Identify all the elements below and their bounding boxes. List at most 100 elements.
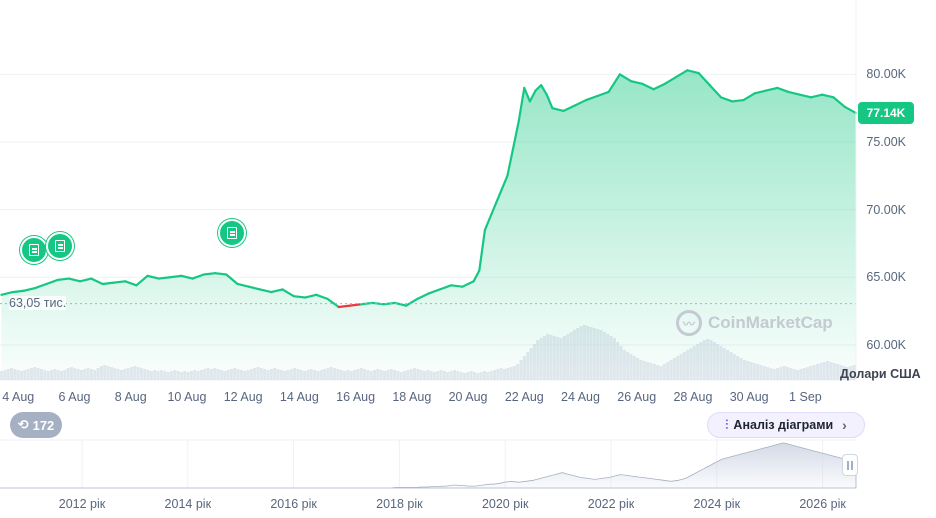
price-segment [79,277,93,283]
price-segment [573,98,588,107]
price-segment [517,86,526,123]
news-marker-icon[interactable] [46,232,74,260]
price-segment [478,228,487,272]
price-segment [585,94,599,102]
y-tick-label: 60.00K [866,337,906,352]
navigator-year-label: 2024 рік [693,497,741,511]
x-tick-label: 22 Aug [504,390,544,404]
navigator-year-label: 2022 рік [587,497,635,511]
price-segment [11,289,25,294]
navigator-handle[interactable] [842,454,858,476]
price-segment [483,215,492,231]
price-segment [742,92,756,102]
chevron-right-icon: › [842,417,847,433]
price-segment [67,277,82,283]
price-segment [596,90,610,98]
history-button[interactable]: ⟲ 172 [10,412,62,438]
price-segment [489,201,498,218]
price-segment [843,105,858,115]
price-segment [56,277,70,282]
price-segment [0,290,14,296]
price-segment [258,288,273,294]
price-segment [787,90,801,96]
price-segment [697,71,711,87]
price-segment [45,278,59,286]
price-segment [270,288,284,294]
price-segment [315,293,329,300]
x-tick-label: 10 Aug [167,390,207,404]
price-segment [112,280,127,284]
navigator-year-label: 2014 рік [164,497,212,511]
navigator-year-label: 2026 рік [799,497,846,511]
x-tick-label: 4 Aug [2,390,35,404]
price-segment [652,82,666,91]
x-tick-label: 30 Aug [729,390,769,404]
price-segment [157,276,172,280]
navigator-year-label: 2016 рік [270,497,317,511]
price-segment [472,269,481,283]
price-segment [809,93,824,99]
y-tick-label: 70.00K [866,202,906,217]
price-segment [506,147,515,177]
price-segment [123,280,138,287]
x-tick-label: 24 Aug [561,390,600,404]
price-segment [686,69,700,75]
price-segment [461,280,475,288]
price-segment [405,297,419,307]
price-segment [534,84,543,92]
x-tick-label: 6 Aug [58,390,91,404]
y-tick-label: 75.00K [866,134,906,149]
price-segment [500,174,509,191]
price-segment [618,73,633,83]
price-segment [292,295,307,299]
news-marker-icon[interactable] [20,236,48,264]
price-segment [202,272,217,276]
chart-analysis-label: Аналіз діаграми [733,418,834,432]
y-tick-label: 80.00K [866,67,906,82]
navigator-fill [0,442,857,489]
price-segment [326,297,340,309]
navigator-area [0,442,857,489]
price-segment [22,286,37,292]
price-line [0,69,858,309]
price-segment [135,274,149,287]
price-segment [281,288,295,298]
price-segment [247,285,262,291]
price-segment [146,274,160,280]
price-segment [731,98,745,103]
coinmarketcap-logo-icon: 〰 [676,310,702,336]
price-segment [511,120,520,150]
price-segment [213,272,228,276]
price-segment [832,96,846,108]
navigator-year-label: 2012 рік [58,497,106,511]
x-tick-label: 1 Sep [789,390,822,404]
price-segment [34,282,48,290]
chart-analysis-button[interactable]: ⫶ Аналіз діаграми › [707,412,865,438]
price-segment [90,277,104,286]
x-tick-label: 20 Aug [448,390,488,404]
y-tick-label: 65.00K [866,270,906,285]
history-icon: ⟲ [17,417,29,432]
price-segment [540,84,548,96]
price-segment [551,107,565,112]
price-segment [528,89,537,103]
price-area [1,70,856,381]
price-segment [663,75,678,85]
price-segment [236,282,250,288]
price-segment [371,301,385,306]
x-tick-label: 16 Aug [336,390,376,404]
price-segment [427,288,442,295]
price-segment [753,89,768,95]
price-segment [348,303,363,307]
price-segment [450,284,464,288]
price-segment [641,82,655,91]
navigator-year-label: 2018 рік [376,497,423,511]
price-segment [776,86,790,94]
news-marker-icon[interactable] [218,219,246,247]
price-segment [630,80,644,85]
price-segment [101,281,115,286]
candlestick-icon: ⫶ [725,417,729,432]
currency-label: Долари США [840,367,921,381]
